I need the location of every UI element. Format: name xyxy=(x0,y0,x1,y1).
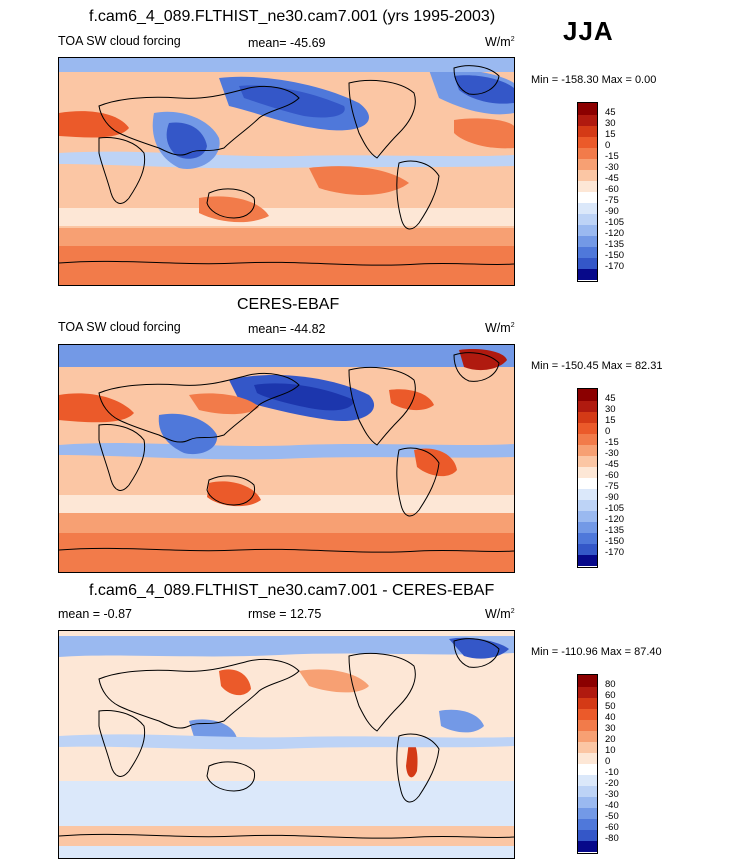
panel3-mean-label: mean = -0.87 xyxy=(58,607,133,621)
panel2-minmax: Min = -150.45 Max = 82.31 xyxy=(531,360,663,372)
colorbar-tick: 80 xyxy=(605,679,616,690)
panel1-minmax: Min = -158.30 Max = 0.00 xyxy=(531,74,657,86)
panel3-map xyxy=(58,630,515,859)
colorbar-tick: 40 xyxy=(605,712,616,723)
colorbar-tick: -30 xyxy=(605,162,619,173)
colorbar-tick: -135 xyxy=(605,525,625,536)
panel1-map xyxy=(58,57,515,286)
colorbar-tick: -45 xyxy=(605,173,619,184)
colorbar-tick: 60 xyxy=(605,690,616,701)
colorbar-tick: -10 xyxy=(605,767,619,778)
colorbar-tick: 45 xyxy=(605,107,616,118)
colorbar-tick: -60 xyxy=(605,822,619,833)
colorbar-tick: 30 xyxy=(605,118,616,129)
colorbar-tick: 0 xyxy=(605,756,611,767)
colorbar-tick: 45 xyxy=(605,393,616,404)
panel1-variable-label: TOA SW cloud forcing xyxy=(58,34,181,48)
colorbar-tick: -170 xyxy=(605,261,625,272)
colorbar-tick: -105 xyxy=(605,217,625,228)
colorbar-tick: 30 xyxy=(605,404,616,415)
panel2-map xyxy=(58,344,515,573)
panel1-units: W/m2 xyxy=(485,35,515,49)
panel3-rmse-label: rmse = 12.75 xyxy=(248,607,322,621)
colorbar-tick: 10 xyxy=(605,745,616,756)
panel1-colorbar xyxy=(577,102,598,282)
colorbar-tick: -120 xyxy=(605,228,625,239)
colorbar-tick: -40 xyxy=(605,800,619,811)
panel3-units: W/m2 xyxy=(485,607,515,621)
panel2-units: W/m2 xyxy=(485,321,515,335)
colorbar-tick: -30 xyxy=(605,789,619,800)
colorbar-tick: -90 xyxy=(605,206,619,217)
colorbar-tick: 15 xyxy=(605,129,616,140)
colorbar-tick: 30 xyxy=(605,723,616,734)
panel1-title: f.cam6_4_089.FLTHIST_ne30.cam7.001 (yrs … xyxy=(89,8,496,25)
colorbar-tick: 0 xyxy=(605,426,611,437)
colorbar-tick: -170 xyxy=(605,547,625,558)
colorbar-tick: -150 xyxy=(605,250,625,261)
colorbar-tick: -60 xyxy=(605,184,619,195)
colorbar-tick: -150 xyxy=(605,536,625,547)
panel3-title: f.cam6_4_089.FLTHIST_ne30.cam7.001 - CER… xyxy=(89,582,495,599)
colorbar-tick: -30 xyxy=(605,448,619,459)
colorbar-tick: -45 xyxy=(605,459,619,470)
colorbar-tick: -75 xyxy=(605,195,619,206)
colorbar-tick: 20 xyxy=(605,734,616,745)
colorbar-tick: -15 xyxy=(605,437,619,448)
panel1-mean-label: mean= -45.69 xyxy=(248,36,326,50)
colorbar-tick: 15 xyxy=(605,415,616,426)
panel2-colorbar xyxy=(577,388,598,568)
colorbar-tick: -60 xyxy=(605,470,619,481)
colorbar-tick: -20 xyxy=(605,778,619,789)
colorbar-tick: -15 xyxy=(605,151,619,162)
colorbar-tick: 0 xyxy=(605,140,611,151)
colorbar-tick: -135 xyxy=(605,239,625,250)
colorbar-tick: -80 xyxy=(605,833,619,844)
panel2-variable-label: TOA SW cloud forcing xyxy=(58,320,181,334)
panel2-title: CERES-EBAF xyxy=(237,296,340,313)
colorbar-tick: -75 xyxy=(605,481,619,492)
colorbar-tick: -105 xyxy=(605,503,625,514)
panel2-mean-label: mean= -44.82 xyxy=(248,322,326,336)
colorbar-tick: -90 xyxy=(605,492,619,503)
colorbar-tick: -120 xyxy=(605,514,625,525)
colorbar-tick: -50 xyxy=(605,811,619,822)
season-label: JJA xyxy=(563,16,614,46)
colorbar-tick: 50 xyxy=(605,701,616,712)
panel3-colorbar xyxy=(577,674,598,854)
panel3-minmax: Min = -110.96 Max = 87.40 xyxy=(531,646,662,658)
